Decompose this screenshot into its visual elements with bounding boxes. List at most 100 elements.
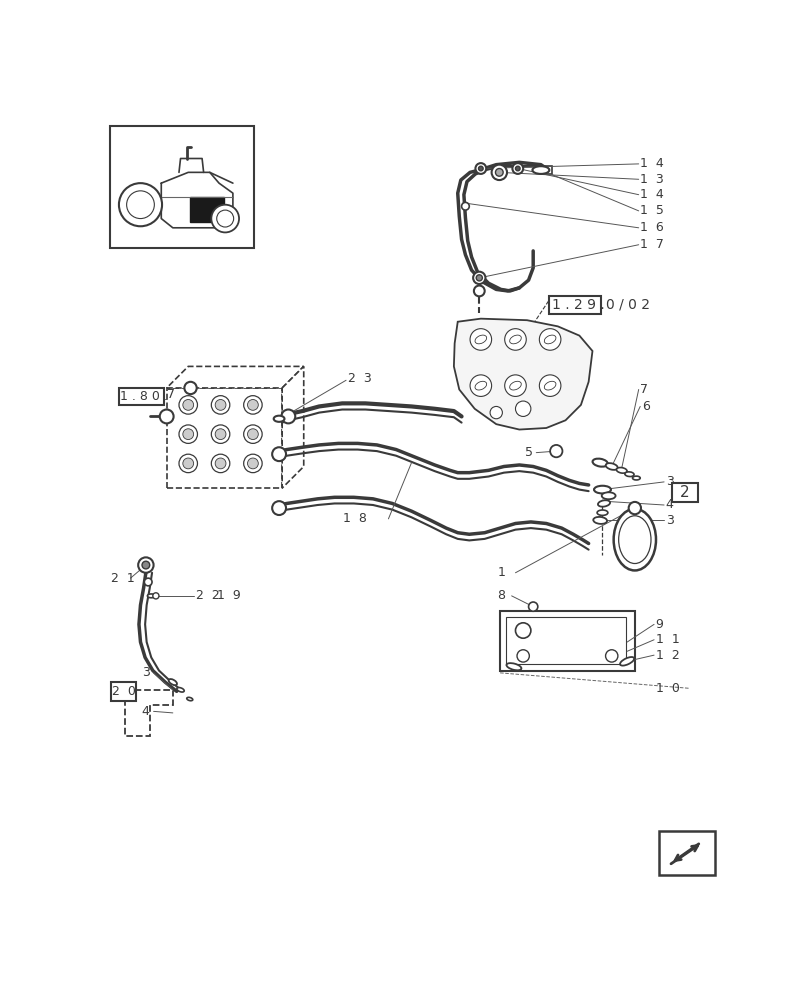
Circle shape [470,375,491,396]
Ellipse shape [624,472,633,477]
Ellipse shape [543,335,556,344]
Polygon shape [282,366,303,488]
Ellipse shape [474,335,486,344]
Ellipse shape [596,510,607,515]
Text: 1  9: 1 9 [217,589,241,602]
Ellipse shape [509,381,521,390]
Ellipse shape [601,492,615,499]
Circle shape [475,163,486,174]
Ellipse shape [605,463,617,470]
Circle shape [474,286,484,296]
Polygon shape [453,319,592,430]
Text: 5: 5 [525,446,533,459]
Ellipse shape [594,486,610,493]
Text: 1  1: 1 1 [654,633,679,646]
Circle shape [512,163,522,174]
Text: 1: 1 [497,566,504,579]
Ellipse shape [169,679,177,685]
Text: 1  5: 1 5 [639,204,663,217]
Circle shape [160,410,174,423]
Circle shape [178,396,197,414]
Text: 2  1: 2 1 [111,572,135,585]
Circle shape [473,272,485,284]
Circle shape [243,425,262,443]
Bar [111,682,135,701]
Circle shape [118,183,162,226]
Circle shape [281,410,295,423]
Circle shape [491,165,506,180]
Text: 3: 3 [665,475,672,488]
Circle shape [211,396,230,414]
Circle shape [182,400,193,410]
Circle shape [142,561,149,569]
Circle shape [605,650,617,662]
Circle shape [178,425,197,443]
Text: 2  3: 2 3 [347,372,371,385]
Bar [190,197,224,222]
Circle shape [539,329,560,350]
Text: 1  0: 1 0 [654,682,679,695]
Circle shape [211,205,238,232]
Circle shape [504,329,526,350]
Ellipse shape [620,657,633,666]
Ellipse shape [532,166,549,174]
Circle shape [515,401,530,416]
Ellipse shape [187,697,192,701]
Text: 6: 6 [641,400,649,413]
Circle shape [182,429,193,440]
Circle shape [247,429,258,440]
Text: 1  4: 1 4 [639,188,663,201]
Circle shape [515,623,530,638]
Polygon shape [125,690,173,736]
Ellipse shape [474,381,486,390]
Ellipse shape [509,335,521,344]
Circle shape [495,169,503,176]
Text: 1 . 8 0 .: 1 . 8 0 . [120,390,168,403]
Bar [540,166,551,174]
Circle shape [628,502,640,514]
Bar [548,296,600,314]
Circle shape [504,375,526,396]
Text: 4: 4 [665,498,672,512]
Text: 1  2: 1 2 [654,649,679,662]
Text: 1  3: 1 3 [639,173,663,186]
Ellipse shape [543,381,556,390]
Text: 7: 7 [166,388,174,401]
Circle shape [144,578,152,586]
Text: 2  0: 2 0 [111,685,135,698]
Ellipse shape [177,688,184,692]
Bar [659,831,714,875]
Text: 7: 7 [639,383,647,396]
Circle shape [247,458,258,469]
Circle shape [539,375,560,396]
Circle shape [243,396,262,414]
Circle shape [138,557,153,573]
Circle shape [470,329,491,350]
Ellipse shape [616,468,626,473]
Circle shape [127,191,154,219]
Text: 1  4: 1 4 [639,157,663,170]
Circle shape [475,275,482,281]
Circle shape [528,602,537,611]
Circle shape [215,458,225,469]
Polygon shape [166,366,303,388]
Text: 1  8: 1 8 [342,512,367,525]
Circle shape [272,501,285,515]
Circle shape [550,445,562,457]
Circle shape [517,650,529,662]
Circle shape [182,458,193,469]
Text: 1  6: 1 6 [639,221,663,234]
Text: 3: 3 [665,514,672,527]
Circle shape [215,429,225,440]
Circle shape [178,454,197,473]
Ellipse shape [613,509,655,570]
Circle shape [184,382,196,394]
Circle shape [490,406,502,419]
Circle shape [217,210,234,227]
Text: 0 / 0 2: 0 / 0 2 [605,298,649,312]
Text: 8: 8 [497,589,504,602]
Circle shape [152,593,159,599]
Bar [505,617,624,664]
Ellipse shape [273,416,284,422]
Ellipse shape [597,500,609,507]
